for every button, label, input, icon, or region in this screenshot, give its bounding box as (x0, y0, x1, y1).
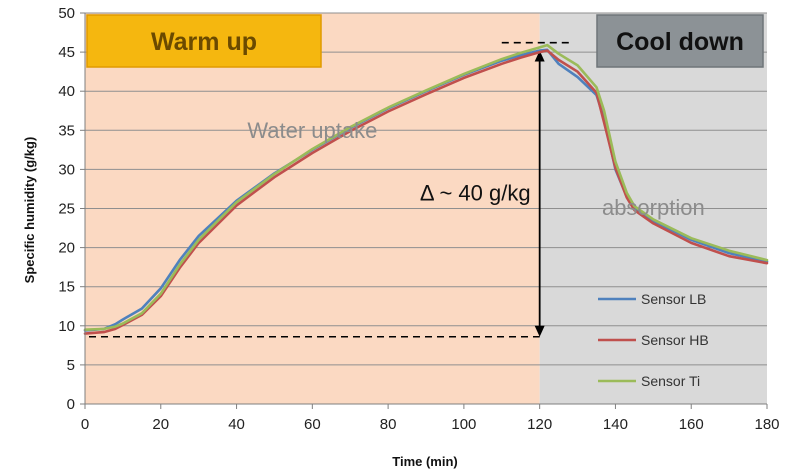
x-tick-labels: 0 20 40 60 80 100 120 140 160 180 (81, 416, 780, 433)
y-tick-label: 10 (58, 318, 75, 335)
x-tick-label: 60 (304, 416, 321, 433)
series-line-sensor-ti (83, 43, 769, 332)
y-tick-label: 50 (58, 5, 75, 22)
series-line-sensor-hb (83, 49, 769, 335)
x-tick-label: 100 (451, 416, 476, 433)
y-tick-label: 35 (58, 122, 75, 139)
cool-down-label: Cool down (616, 28, 744, 56)
x-tick-label: 140 (603, 416, 628, 433)
delta-label: Δ ~ 40 g/kg (420, 181, 531, 206)
y-tick-label: 20 (58, 240, 75, 257)
warm-up-label: Warm up (151, 28, 257, 56)
y-tick-label: 45 (58, 44, 75, 61)
y-tick-label: 40 (58, 83, 75, 100)
warm-up-badge: Warm up (86, 14, 322, 68)
water-uptake-label: Water uptake (247, 118, 377, 143)
legend: Sensor LB Sensor HB Sensor Ti (598, 291, 709, 389)
x-tick-label: 80 (380, 416, 397, 433)
y-tick-label: 0 (67, 396, 75, 413)
series-lines (83, 43, 769, 335)
legend-label: Sensor HB (641, 332, 709, 348)
x-tick-label: 160 (679, 416, 704, 433)
x-tick-label: 0 (81, 416, 89, 433)
x-tick-label: 20 (152, 416, 169, 433)
delta-arrow-head-up (534, 50, 545, 62)
reference-lines (89, 41, 570, 338)
x-tick-label: 40 (228, 416, 245, 433)
legend-label: Sensor Ti (641, 373, 700, 389)
y-tick-label: 5 (67, 357, 75, 374)
x-tick-label: 180 (754, 416, 779, 433)
x-axis-title: Time (min) (392, 454, 458, 469)
legend-label: Sensor LB (641, 291, 706, 307)
absorption-label: absorption (602, 195, 705, 220)
y-axis-title: Specific humidity (g/kg) (22, 137, 37, 284)
y-tick-label: 15 (58, 279, 75, 296)
cool-down-badge: Cool down (596, 14, 764, 68)
axes (80, 12, 768, 409)
y-tick-label: 25 (58, 201, 75, 218)
y-tick-labels: 0 5 10 15 20 25 30 35 40 45 50 (58, 5, 75, 413)
y-tick-label: 30 (58, 161, 75, 178)
x-tick-label: 120 (527, 416, 552, 433)
delta-arrow-head-down (534, 325, 545, 337)
